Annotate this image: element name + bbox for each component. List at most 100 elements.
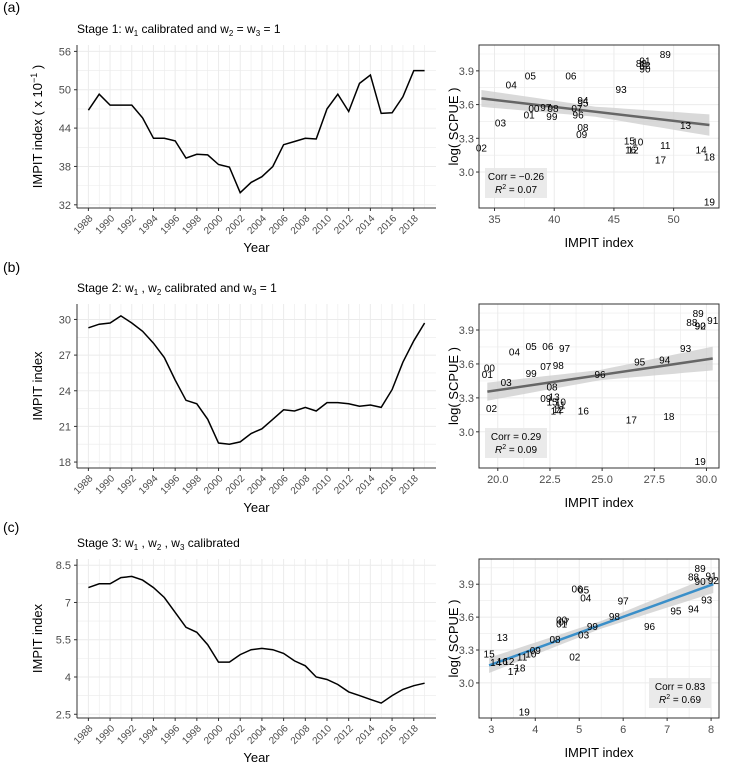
point-label: 91 bbox=[706, 571, 718, 582]
grid bbox=[77, 45, 436, 208]
point-label: 01 bbox=[482, 370, 494, 381]
y-tick-label: 3.3 bbox=[459, 645, 474, 657]
point-label: 16 bbox=[497, 657, 509, 668]
point-label: 10 bbox=[555, 397, 567, 408]
x-tick-label: 1998 bbox=[180, 213, 204, 237]
x-tick-label: 2014 bbox=[354, 723, 378, 747]
x-tick-label: 1990 bbox=[94, 473, 118, 497]
point-label: 97 bbox=[540, 103, 552, 114]
y-tick-label: 3.9 bbox=[459, 66, 474, 78]
point-label: 92 bbox=[639, 61, 651, 72]
point-label: 90 bbox=[695, 321, 707, 332]
series-line bbox=[88, 575, 425, 704]
x-tick-label: 4 bbox=[532, 724, 538, 736]
x-axis-title: Year bbox=[243, 750, 270, 765]
row-a: (a) Stage 1: w1 calibrated and w2 = w3 = … bbox=[3, 0, 720, 255]
x-tick-label: 1998 bbox=[180, 473, 204, 497]
point-label: 15 bbox=[484, 649, 496, 660]
point-label: 08 bbox=[546, 383, 558, 394]
panel-label: (a) bbox=[3, 0, 20, 15]
point-label: 04 bbox=[506, 80, 518, 91]
x-tick-label: 2006 bbox=[267, 723, 291, 747]
x-axis-title: IMPIT index bbox=[564, 495, 634, 510]
x-tick-label: 1996 bbox=[159, 473, 183, 497]
x-tick-label: 8 bbox=[708, 724, 714, 736]
y-tick-label: 4 bbox=[65, 672, 71, 684]
point-label: 91 bbox=[639, 57, 651, 68]
y-tick-label: 38 bbox=[59, 161, 71, 173]
point-label: 91 bbox=[707, 316, 719, 327]
x-tick-label: 1996 bbox=[159, 213, 183, 237]
point-label: 15 bbox=[624, 137, 636, 148]
x-tick-label: 2008 bbox=[289, 213, 313, 237]
x-tick-label: 2006 bbox=[267, 213, 291, 237]
fit-line bbox=[481, 97, 710, 127]
point-label: 02 bbox=[486, 404, 498, 415]
series-line bbox=[87, 69, 425, 194]
point-label: 08 bbox=[549, 635, 561, 646]
y-tick-label: 3.6 bbox=[459, 100, 474, 112]
x-tick-label: 5 bbox=[576, 724, 582, 736]
point-label: 18 bbox=[514, 664, 526, 675]
stats-r2: R2 = 0.09 bbox=[495, 444, 537, 456]
point-label: 89 bbox=[693, 309, 705, 320]
point-label: 01 bbox=[524, 111, 536, 122]
y-tick-label: 50 bbox=[59, 85, 71, 97]
row-b: (b) Stage 2: w1 , w2 calibrated and w3 = … bbox=[3, 259, 720, 515]
point-label: 88 bbox=[686, 318, 698, 329]
x-tick-label: 1996 bbox=[159, 723, 183, 747]
y-tick-label: 7 bbox=[65, 597, 71, 609]
point-label: 00 bbox=[528, 104, 540, 115]
y-tick-label: 27 bbox=[59, 350, 71, 362]
series-line bbox=[88, 315, 426, 445]
point-label: 97 bbox=[618, 597, 630, 608]
y-tick-label: 3.0 bbox=[459, 678, 474, 690]
x-tick-label: 25.0 bbox=[591, 474, 612, 486]
y-axis-title: IMPIT index bbox=[30, 351, 45, 421]
point-label: 07 bbox=[558, 618, 570, 629]
x-tick-label: 6 bbox=[620, 724, 626, 736]
x-tick-label: 2016 bbox=[376, 473, 400, 497]
point-label: 96 bbox=[644, 622, 656, 633]
point-label: 93 bbox=[616, 85, 628, 96]
x-axis-title: Year bbox=[243, 500, 270, 515]
stats-r2: R2 = 0.07 bbox=[495, 184, 537, 196]
y-tick-label: 3.0 bbox=[459, 427, 474, 439]
point-label: 16 bbox=[578, 406, 590, 417]
point-label: 02 bbox=[569, 653, 581, 664]
y-tick-label: 24 bbox=[59, 386, 71, 398]
x-tick-label: 2002 bbox=[224, 473, 248, 497]
x-tick-label: 2010 bbox=[311, 723, 335, 747]
point-label: 93 bbox=[680, 344, 692, 355]
point-label: 97 bbox=[559, 344, 571, 355]
y-axis-title: log( SCPUE ) bbox=[446, 87, 461, 165]
y-axis-title: log( SCPUE ) bbox=[446, 599, 461, 677]
y-tick-label: 30 bbox=[59, 314, 71, 326]
x-tick-label: 1990 bbox=[94, 723, 118, 747]
point-label: 95 bbox=[670, 607, 682, 618]
stats-corr: Corr = −0.26 bbox=[488, 172, 545, 183]
point-label: 15 bbox=[546, 397, 558, 408]
point-label: 14 bbox=[696, 146, 708, 157]
point-label: 92 bbox=[708, 576, 720, 587]
x-tick-label: 1994 bbox=[137, 473, 161, 497]
y-tick-label: 32 bbox=[59, 200, 71, 212]
point-label: 12 bbox=[627, 146, 639, 157]
point-label: 89 bbox=[660, 50, 672, 61]
point-label: 06 bbox=[565, 71, 577, 82]
scatter-panel-border bbox=[478, 44, 720, 209]
point-label: 14 bbox=[490, 658, 502, 669]
y-tick-label: 21 bbox=[59, 421, 71, 433]
y-tick-label: 3.3 bbox=[459, 393, 474, 405]
point-label: 94 bbox=[688, 604, 700, 615]
x-tick-label: 2008 bbox=[289, 473, 313, 497]
point-label: 88 bbox=[688, 573, 700, 584]
point-label: 98 bbox=[609, 612, 621, 623]
point-label: 04 bbox=[580, 593, 592, 604]
point-label: 12 bbox=[503, 657, 515, 668]
y-tick-label: 8.5 bbox=[56, 560, 71, 572]
panel-title: Stage 2: w1 , w2 calibrated and w3 = 1 bbox=[77, 281, 277, 297]
